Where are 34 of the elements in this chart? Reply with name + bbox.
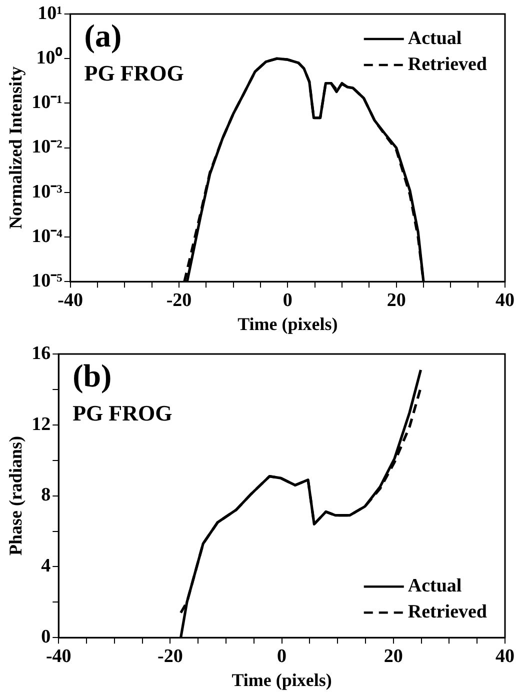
y-tick-label: 10⁻¹ — [32, 92, 62, 114]
y-tick-label: 0 — [41, 626, 51, 648]
x-tick-label: 20 — [384, 646, 403, 667]
y-tick-label: 10⁻² — [32, 136, 63, 158]
y-axis-title: Phase (radians) — [5, 436, 26, 556]
annotation: PG FROG — [84, 60, 184, 86]
x-axis-title: Time (pixels) — [232, 670, 332, 690]
y-tick-label: 16 — [32, 342, 51, 364]
legend-label: Retrieved — [408, 602, 488, 623]
y-tick-label: 10⁻⁵ — [32, 270, 63, 292]
y-tick-label: 12 — [32, 414, 51, 435]
y-tick-label: 8 — [41, 484, 51, 506]
annotation: PG FROG — [72, 400, 172, 426]
y-tick-label: 10⁻³ — [32, 181, 63, 202]
y-tick-label: 10⁰ — [36, 46, 62, 69]
y-tick-label: 4 — [41, 556, 52, 577]
x-tick-label: 40 — [496, 646, 514, 667]
x-tick-label: -40 — [46, 646, 72, 667]
annotation: (b) — [72, 357, 112, 394]
x-tick-label: 0 — [282, 290, 292, 311]
x-tick-label: -40 — [58, 290, 83, 311]
y-tick-label: 10¹ — [38, 2, 62, 24]
x-axis-title: Time (pixels) — [238, 314, 338, 334]
legend-label: Retrieved — [408, 54, 488, 75]
y-axis-title: Normalized Intensity — [5, 66, 26, 230]
x-tick-label: -20 — [166, 290, 192, 311]
x-tick-label: 40 — [496, 290, 514, 311]
annotation: (a) — [84, 17, 122, 54]
x-tick-label: 20 — [386, 290, 406, 311]
x-tick-label: -20 — [158, 646, 183, 667]
y-tick-label: 10⁻⁴ — [32, 226, 63, 247]
x-tick-label: 0 — [277, 646, 287, 667]
legend-label: Actual — [408, 28, 462, 49]
legend-label: Actual — [408, 576, 462, 597]
